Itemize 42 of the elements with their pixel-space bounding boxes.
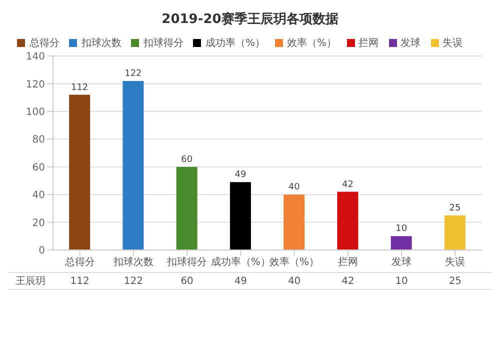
x-tick-label: 发球 bbox=[392, 256, 412, 268]
total-label: 122 bbox=[124, 68, 142, 79]
total-label: 112 bbox=[70, 82, 88, 93]
legend-label: 扣球得分 bbox=[143, 38, 184, 49]
x-tick-label: 扣球次数 bbox=[112, 256, 154, 268]
total-label: 10 bbox=[396, 224, 408, 234]
data-label: 49 bbox=[233, 276, 248, 286]
legend-label: 扣球次数 bbox=[81, 38, 122, 49]
total-label: 49 bbox=[234, 170, 246, 180]
x-tick-label: 拦网 bbox=[338, 256, 358, 268]
text: 王辰玥 bbox=[14, 275, 46, 288]
total-label: 42 bbox=[342, 180, 354, 190]
data-label: 10 bbox=[394, 276, 409, 286]
data-label: 25 bbox=[448, 276, 463, 286]
x-tick-label: 扣球得分 bbox=[166, 256, 208, 268]
data-label: 112 bbox=[69, 276, 90, 286]
legend-label: 总得分 bbox=[29, 38, 60, 49]
y-tick-label: 20 bbox=[32, 218, 45, 229]
chart-title: 2019-20赛季王辰玥各项数据 bbox=[160, 10, 340, 28]
y-tick-label: 140 bbox=[26, 52, 45, 63]
data-label: 40 bbox=[286, 276, 302, 286]
legend-label: 发球 bbox=[400, 38, 421, 49]
x-tick-label: 失误 bbox=[445, 256, 466, 268]
legend-label: 拦网 bbox=[358, 38, 379, 49]
y-tick-label: 80 bbox=[32, 134, 45, 146]
legend-label: 成功率（%） bbox=[205, 38, 265, 49]
legend-label: 失误 bbox=[442, 38, 463, 49]
x-tick-label: 效率（%） bbox=[270, 256, 320, 268]
y-tick-label: 0 bbox=[38, 246, 45, 257]
total-label: 60 bbox=[181, 154, 193, 165]
legend-label: 效率（%） bbox=[287, 38, 337, 49]
x-tick-label: 成功率（%） bbox=[210, 256, 270, 268]
data-label: 42 bbox=[340, 276, 356, 286]
y-tick-label: 100 bbox=[26, 106, 45, 118]
data-label: 122 bbox=[122, 276, 144, 286]
total-label: 40 bbox=[288, 182, 300, 193]
y-tick-label: 120 bbox=[26, 79, 45, 90]
y-tick-label: 40 bbox=[32, 190, 45, 202]
x-tick-label: 总得分 bbox=[64, 256, 95, 268]
y-tick-label: 60 bbox=[32, 162, 45, 174]
total-label: 25 bbox=[449, 203, 461, 214]
data-label: 60 bbox=[180, 276, 194, 286]
